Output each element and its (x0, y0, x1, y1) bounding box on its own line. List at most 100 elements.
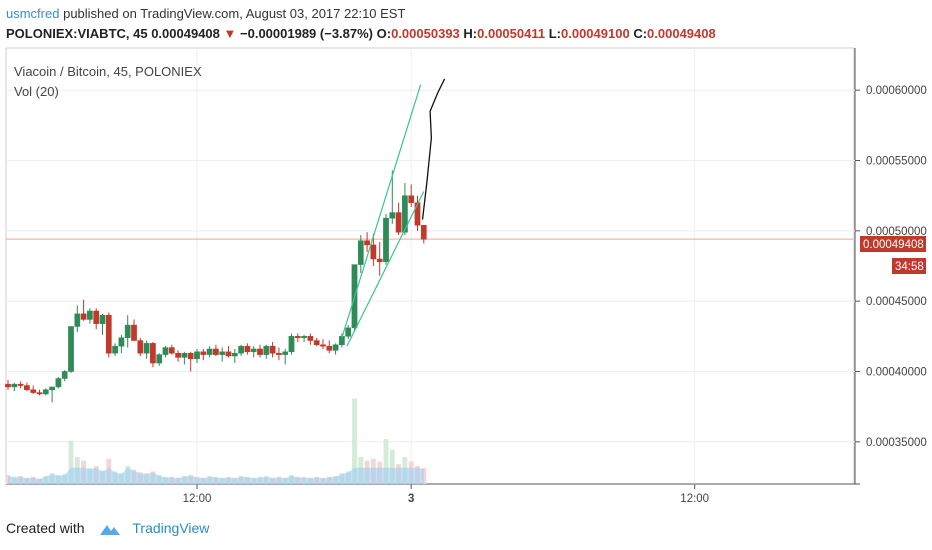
author-link[interactable]: usmcfred (6, 6, 60, 21)
y-tick-label: 0.00035000 (866, 437, 927, 449)
candle-body (150, 343, 156, 364)
low-label: L: (548, 26, 561, 41)
open-value: 0.00050393 (391, 26, 460, 41)
candle-body (370, 244, 377, 260)
candle-body (168, 347, 175, 354)
last-price-tag-text: 0.00049408 (863, 239, 924, 251)
low-value: 0.00049100 (561, 26, 630, 41)
candle-body (137, 340, 144, 354)
candle-body (30, 389, 37, 393)
volume-ma-area (8, 467, 424, 484)
candle-body (55, 378, 62, 388)
candle-body (313, 340, 320, 346)
open-label: O: (376, 26, 392, 41)
y-tick-label: 0.00045000 (866, 296, 927, 308)
candle-body (187, 352, 194, 360)
candle-body (105, 314, 112, 354)
candle-body (294, 336, 301, 338)
candle-body (257, 348, 263, 355)
candle-body (219, 351, 226, 355)
down-arrow-icon: ▼ (223, 26, 237, 41)
candle-body (364, 240, 370, 246)
high-value: 0.00050411 (477, 26, 546, 41)
x-tick-label: 3 (408, 493, 414, 505)
y-tick-label: 0.00060000 (866, 85, 927, 97)
candle-body (36, 392, 43, 395)
candle-body (162, 347, 169, 355)
price-chart[interactable]: 0.00060000 0.00055000 0.00050000 0.00045000… (0, 46, 932, 510)
candle-body (301, 336, 307, 338)
candle-body (61, 371, 68, 379)
candle-body (156, 354, 163, 364)
candle-body (93, 310, 100, 324)
candle-body (238, 345, 244, 354)
ohlc-bar: POLONIEX:VIABTC, 45 0.00049408 ▼ −0.0000… (6, 26, 716, 41)
candle-body (118, 337, 125, 347)
candle-body (282, 351, 289, 355)
candle-body (402, 195, 408, 233)
candle-body (181, 352, 188, 358)
candle-body (80, 313, 87, 320)
candle-body (376, 258, 383, 263)
created-with-label: Created with (6, 520, 85, 536)
candle-body (276, 352, 282, 355)
candle-body (357, 240, 364, 265)
countdown-tag: 34:58 (892, 258, 926, 274)
candle-body (5, 383, 11, 388)
candle-body (332, 344, 339, 351)
candle-body (68, 326, 74, 372)
x-tick-label: 12:00 (680, 493, 709, 505)
candle-body (420, 224, 427, 240)
y-tick-label: 0.00040000 (866, 366, 927, 378)
candle-body (99, 314, 106, 324)
candle-body (74, 313, 81, 327)
volume-indicator-label[interactable]: Vol (20) (14, 84, 59, 99)
close-value: 0.00049408 (647, 26, 716, 41)
x-tick-label: 12:00 (183, 493, 212, 505)
high-label: H: (463, 26, 478, 41)
candle-body (17, 383, 24, 386)
candle-body (395, 212, 402, 233)
volume-bar (389, 449, 395, 484)
candle-body (250, 348, 257, 353)
candle-body (112, 345, 118, 354)
volume-bar (352, 398, 357, 484)
candle-body (389, 212, 396, 219)
candle-body (213, 348, 219, 355)
candle-body (326, 345, 333, 351)
candle-body (24, 385, 30, 391)
candle-body (49, 386, 55, 391)
last-price-tag: 0.00049408 (860, 236, 926, 252)
chart-legend-title: Viacoin / Bitcoin, 45, POLONIEX (14, 64, 202, 79)
candle-body (288, 336, 295, 353)
candle-body (143, 343, 150, 354)
tradingview-cloud-icon (100, 525, 121, 536)
publish-info: usmcfred published on TradingView.com, A… (6, 6, 405, 21)
last-price: 0.00049408 (151, 26, 220, 41)
candle-body (307, 336, 314, 341)
channel-upper-line (341, 84, 422, 338)
candle-body (244, 345, 251, 353)
candle-body (124, 324, 131, 338)
candle-body (194, 351, 200, 360)
channel-lower-line (346, 191, 425, 347)
candle-body (87, 310, 93, 320)
countdown-text: 34:58 (895, 261, 924, 273)
volume-bar (68, 440, 74, 484)
candle-body (345, 327, 352, 337)
publish-text: published on TradingView.com, August 03,… (63, 6, 406, 21)
tradingview-brand-link[interactable]: TradingView (132, 520, 210, 536)
candle-body (206, 348, 213, 355)
volume-bar (383, 439, 389, 484)
candle-body (414, 202, 421, 226)
candle-body (231, 352, 238, 357)
candle-body (269, 345, 276, 354)
candle-body (320, 344, 326, 347)
candle-body (42, 389, 49, 395)
candle-body (11, 383, 18, 388)
candle-body (200, 351, 207, 355)
y-tick-label: 0.00050000 (866, 226, 927, 238)
candle-body (225, 351, 232, 357)
footer: Created with TradingView (6, 520, 209, 537)
candle-body (383, 217, 389, 263)
